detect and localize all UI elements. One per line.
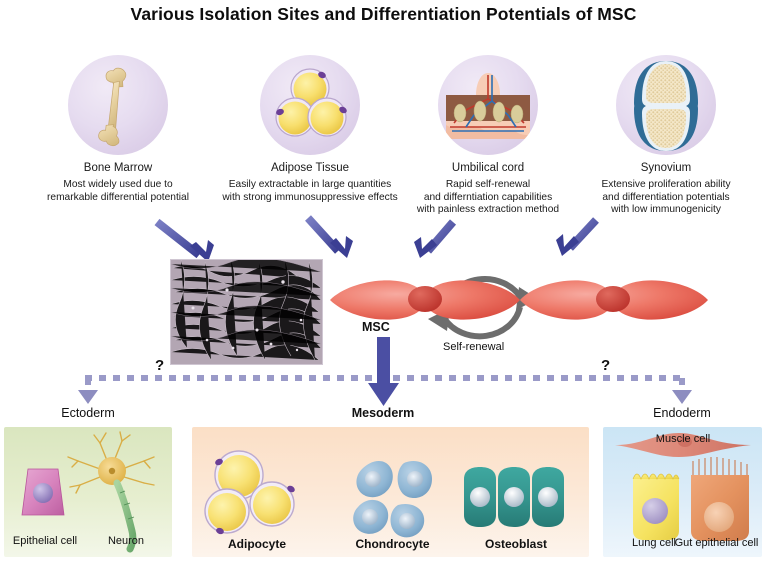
- source-adipose-tissue: Adipose Tissue Easily extractable in lar…: [222, 55, 398, 204]
- arrow-to-endoderm: [672, 390, 692, 404]
- source-desc: Easily extractable in large quantities w…: [222, 179, 398, 204]
- umbilical-cord-icon: [446, 73, 530, 139]
- source-umbilical-cord: Umbilical cord Rapid self-renewal and di…: [400, 55, 576, 217]
- arrow-to-ectoderm: [78, 390, 98, 404]
- source-name: Umbilical cord: [451, 162, 525, 174]
- germ-label-mesoderm: Mesoderm: [351, 406, 415, 420]
- bone-marrow-circle: [68, 55, 168, 155]
- cell-label-neuron: Neuron: [107, 535, 145, 547]
- msc-micrograph: [170, 259, 323, 365]
- source-desc: Most widely used due to remarkable diffe…: [30, 179, 206, 204]
- source-bone-marrow: Bone Marrow Most widely used due to rema…: [30, 55, 206, 204]
- mesoderm-cells: [204, 450, 564, 538]
- desc-line: Easily extractable in large quantities: [228, 179, 392, 190]
- cell-label-lung: Lung cell: [631, 537, 677, 549]
- source-desc: Rapid self-renewal and differntiation ca…: [400, 179, 576, 217]
- panel-endoderm: Muscle cell Lung cell Gut epithelial cel…: [603, 427, 762, 557]
- synovium-circle: [616, 55, 716, 155]
- adipose-tissue-circle: [260, 55, 360, 155]
- cell-label-muscle: Muscle cell: [655, 433, 711, 445]
- cell-label-adipocyte: Adipocyte: [227, 537, 286, 551]
- source-name: Synovium: [640, 162, 692, 174]
- cell-label-gut-epithelial: Gut epithelial cell: [674, 537, 759, 549]
- germ-label-ectoderm: Ectoderm: [61, 406, 115, 420]
- desc-line: Extensive proliferation ability: [601, 179, 731, 190]
- cell-label-chondrocyte: Chondrocyte: [355, 537, 430, 551]
- arrow-adipose-to-msc: [305, 215, 353, 258]
- germ-label-endoderm: Endoderm: [653, 406, 711, 420]
- msc-cell-left-icon: [330, 280, 520, 320]
- ectoderm-cells: [21, 431, 155, 553]
- source-name: Adipose Tissue: [271, 162, 349, 174]
- desc-line: Rapid self-renewal: [445, 179, 531, 190]
- endoderm-cells: [615, 433, 751, 541]
- bone-icon: [98, 67, 127, 147]
- panel-mesoderm: Adipocyte Chondrocyte Osteoblast: [192, 427, 589, 557]
- self-renewal-label: Self-renewal: [443, 341, 505, 353]
- question-mark-left: ?: [155, 357, 165, 374]
- adipocyte-cluster-icon: [275, 68, 347, 137]
- panel-ectoderm: Epithelial cell Neuron: [4, 427, 172, 557]
- micrograph-texture: [171, 260, 322, 364]
- desc-line: remarkable differential potential: [47, 191, 189, 203]
- question-mark-right: ?: [601, 357, 611, 374]
- joint-icon: [634, 61, 698, 151]
- desc-line: and differentiation potentials: [602, 191, 730, 203]
- source-desc: Extensive proliferation ability and diff…: [578, 179, 754, 217]
- desc-line: with strong immunosuppressive effects: [222, 191, 398, 203]
- desc-line: with painless extraction method: [416, 204, 560, 216]
- arrow-umbilical-to-msc: [414, 219, 457, 258]
- desc-line: Most widely used due to: [63, 179, 173, 190]
- msc-cell-right-icon: [520, 280, 708, 320]
- page-title: Various Isolation Sites and Differentiat…: [130, 4, 637, 24]
- arrow-bone-marrow-to-msc: [154, 218, 214, 262]
- source-name: Bone Marrow: [83, 162, 153, 174]
- cell-label-osteoblast: Osteoblast: [484, 537, 547, 551]
- msc-label: MSC: [362, 320, 390, 334]
- desc-line: and differntiation capabilities: [423, 191, 553, 203]
- arrow-synovium-to-msc: [556, 217, 599, 256]
- umbilical-cord-circle: [438, 55, 538, 155]
- arrow-to-mesoderm: [368, 337, 399, 406]
- cell-label-epithelial: Epithelial cell: [12, 535, 78, 547]
- source-synovium: Synovium Extensive proliferation ability…: [578, 55, 754, 217]
- desc-line: with low immunogenicity: [611, 204, 721, 216]
